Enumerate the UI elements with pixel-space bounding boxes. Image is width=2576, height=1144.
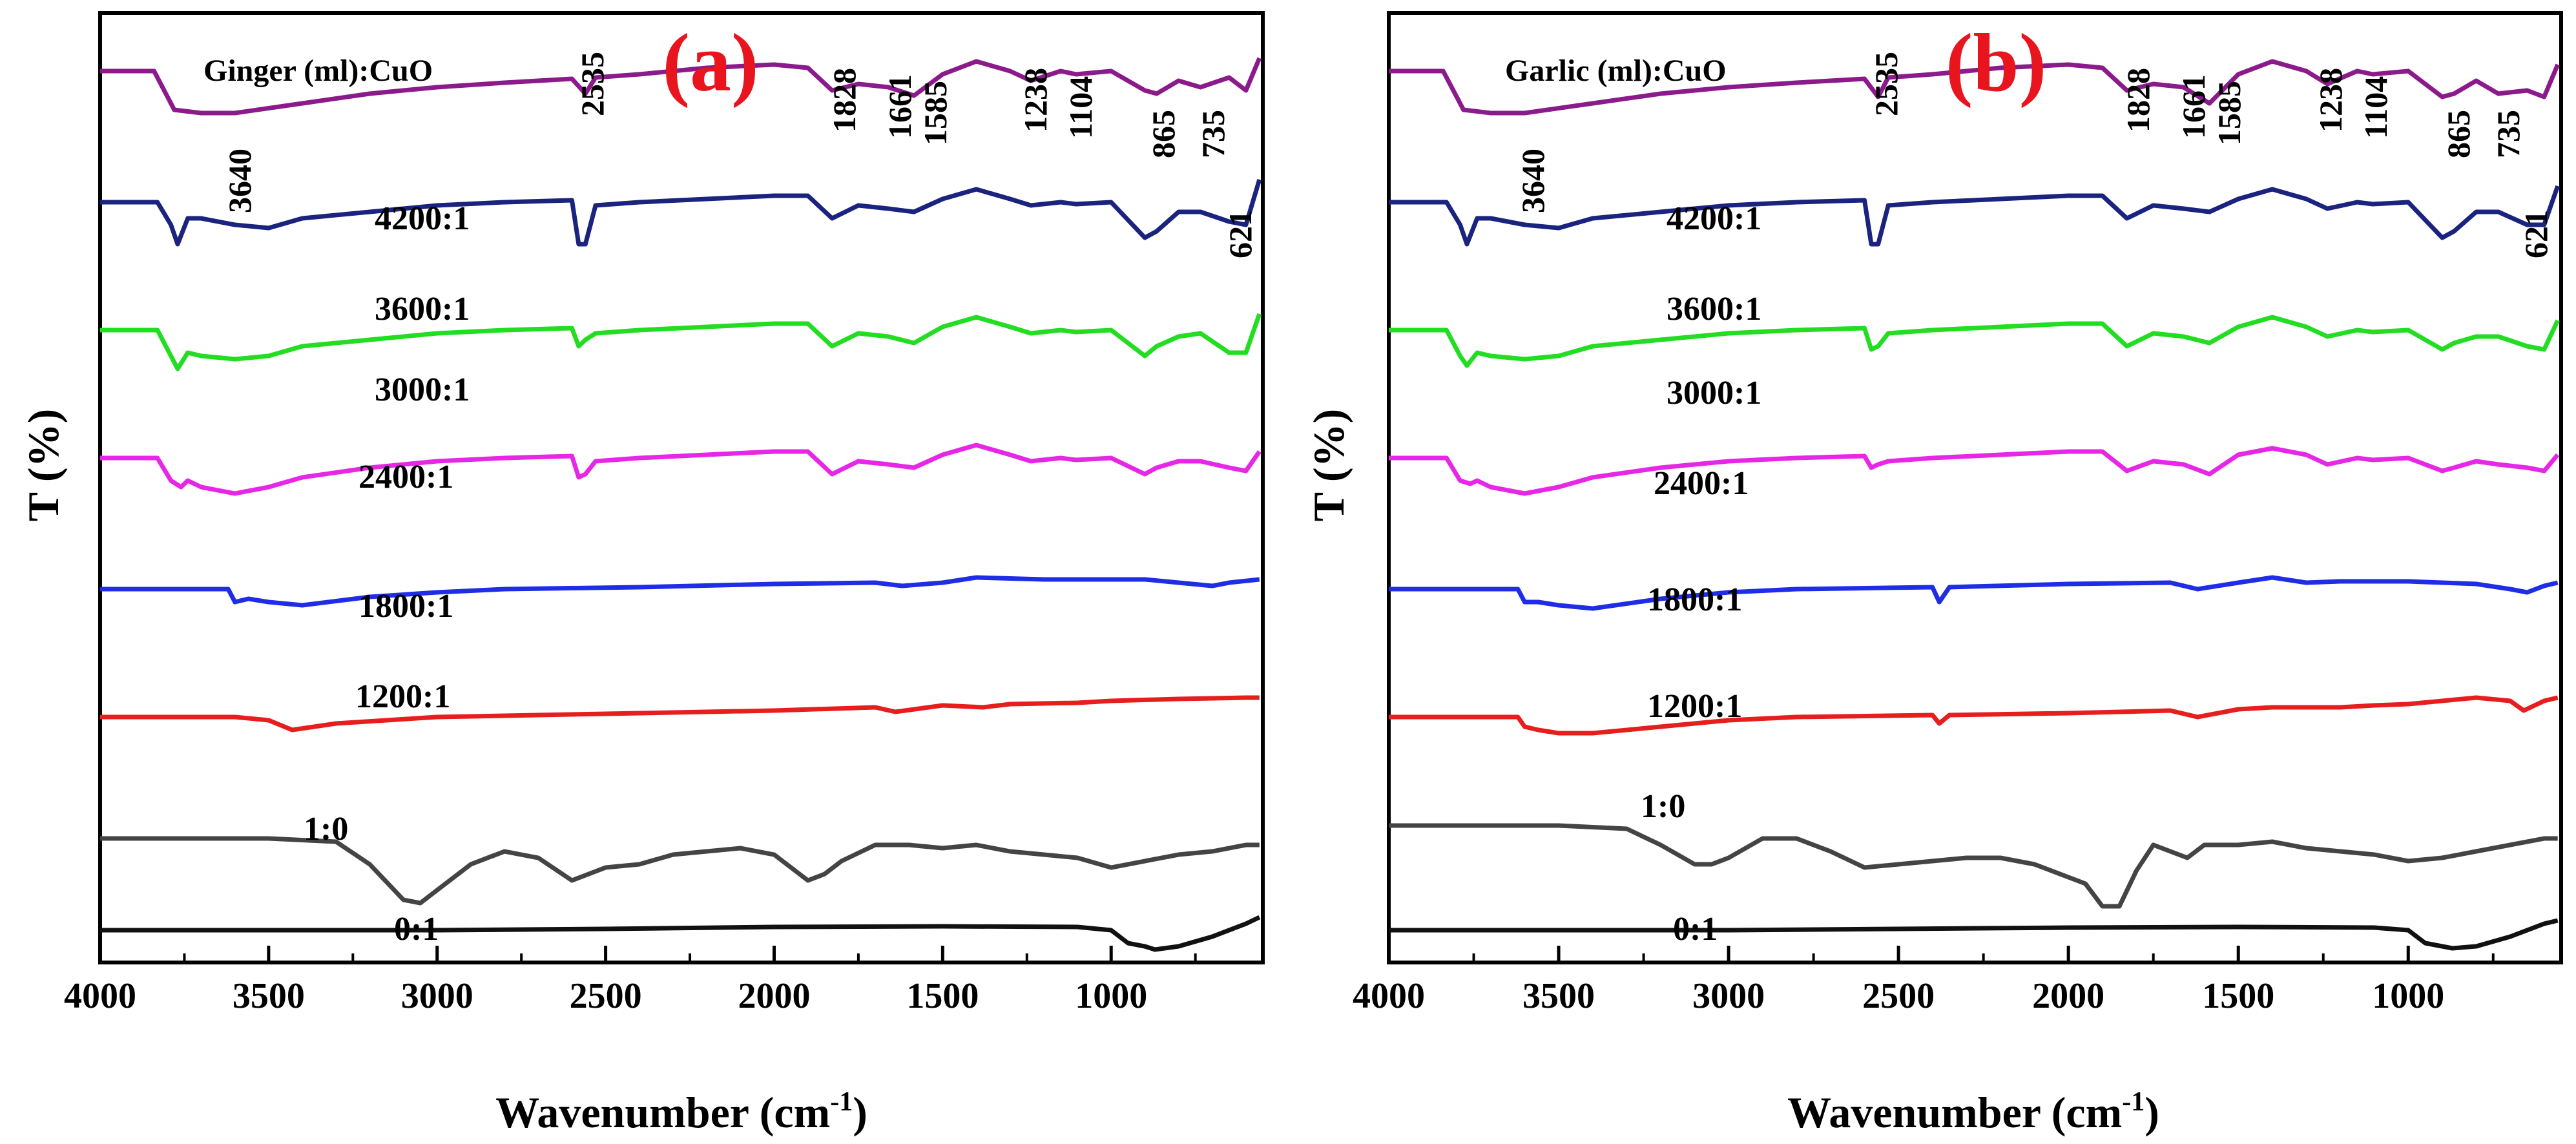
panel-b-series-label-2400: 2400:1 (1654, 465, 1749, 502)
panel-b-y-axis-title: T (%) (1304, 409, 1353, 521)
panel-a-legend-title: Ginger (ml):CuO (203, 54, 433, 88)
panel-a-series-label-4200: 4200:1 (375, 200, 470, 237)
panel-a-series-label-1800: 1800:1 (358, 588, 453, 625)
panel-b-x-tick-label-3500: 3500 (1522, 976, 1595, 1016)
panel-a-peak-label-735: 735 (1195, 110, 1231, 158)
panel-b-series-1-0 (1389, 823, 2558, 909)
panel-a-series-label-3000: 3000:1 (375, 371, 470, 408)
panel-b-peak-label-1238: 1238 (2312, 68, 2349, 132)
panel-a-peak-label-621: 621 (1222, 210, 1258, 258)
panel-b-x-tick-label-2500: 2500 (1862, 976, 1935, 1016)
panel-b-peak-label-3640: 3640 (1515, 149, 1551, 213)
panel-b-series-3000-1 (1389, 315, 2560, 368)
panel-b-peak-label-621: 621 (2518, 210, 2554, 258)
panel-a-x-ticks: 4000 3500 3000 2500 2000 1500 1000 (64, 946, 1197, 1016)
panel-b-frame (1387, 11, 2563, 964)
panel-b-series-layer (1389, 59, 2560, 951)
panel-a-series-3000-1 (100, 313, 1262, 371)
panel-b-x-axis-title: Wavenumber (cm-1) (1787, 1087, 2159, 1137)
panel-a-peak-label-1585: 1585 (917, 81, 953, 145)
panel-b-legend-title: Garlic (ml):CuO (1505, 54, 1727, 88)
panel-a-series-label-1-0: 1:0 (304, 811, 348, 848)
panel-a-x-axis-title-main: Wavenumber (cm (495, 1088, 830, 1137)
panel-b-x-axis-title-main: Wavenumber (cm (1787, 1088, 2122, 1137)
panel-a-peak-label-3640: 3640 (222, 149, 258, 213)
panel-b-series-label-0-1: 0:1 (1673, 911, 1718, 948)
panel-a-series-1800-1 (100, 575, 1260, 608)
panel-b-x-tick-label-3000: 3000 (1692, 976, 1765, 1016)
panel-a-y-axis-title: T (%) (19, 409, 68, 521)
panel-a-series-2400-1 (100, 442, 1262, 496)
panel-a-x-tick-label-1000: 1000 (1075, 976, 1147, 1016)
panel-a-series-4200-1 (100, 57, 1262, 116)
panel-a-x-axis-title-sup: -1 (830, 1087, 853, 1117)
panel-b-series-label-1800: 1800:1 (1647, 581, 1742, 618)
panel-b-series-label-3600: 3600:1 (1667, 291, 1761, 328)
panel-b-series-label-1-0: 1:0 (1641, 788, 1685, 825)
panel-a-series-1-0 (100, 836, 1260, 906)
panel-b-series-3600-1 (1389, 185, 2560, 247)
panel-b-peak-label-1828: 1828 (2120, 68, 2156, 132)
panel-a-series-1200-1 (100, 695, 1260, 733)
panel-b-x-tick-label-4000: 4000 (1353, 976, 1425, 1016)
panel-a-x-tick-label-3000: 3000 (401, 976, 473, 1016)
panel-a-x-axis-title-close: ) (853, 1088, 867, 1137)
panel-b-x-axis-title-sup: -1 (2122, 1087, 2145, 1117)
panel-a-x-axis-title: Wavenumber (cm-1) (495, 1087, 867, 1137)
panel-b-x-tick-label-1000: 1000 (2372, 976, 2444, 1016)
panel-b-x-ticks: 4000 3500 3000 2500 2000 1500 1000 (1353, 946, 2495, 1016)
panel-b-series-1800-1 (1389, 575, 2559, 611)
panel-b-series-label-4200: 4200:1 (1667, 200, 1761, 237)
panel-a-series-label-3600: 3600:1 (375, 291, 470, 328)
panel-a-x-tick-label-2000: 2000 (738, 976, 810, 1016)
panel-a-letter: (a) (662, 17, 758, 109)
panel-b-peak-label-735: 735 (2490, 110, 2526, 158)
panel-b-peak-label-865: 865 (2440, 110, 2477, 158)
panel-a-series-layer (100, 57, 1262, 952)
panel-a-series-label-1200: 1200:1 (355, 678, 450, 715)
panel-b-series-1200-1 (1389, 695, 2559, 736)
panel-a-series-0-1 (100, 915, 1261, 952)
panel-a-x-tick-label-4000: 4000 (64, 976, 136, 1016)
panel-a-series-3600-1 (100, 178, 1262, 247)
panel-a-x-tick-label-2500: 2500 (570, 976, 642, 1016)
panel-b-x-tick-label-1500: 1500 (2202, 976, 2274, 1016)
panel-b-x-axis-title-close: ) (2145, 1088, 2159, 1137)
panel-b-peak-label-2535: 2535 (1868, 52, 1904, 116)
panel-b-peak-label-1104: 1104 (2358, 76, 2394, 139)
panel-b-letter: (b) (1946, 17, 2046, 109)
panel-a-peak-label-1661: 1661 (882, 74, 918, 139)
panel-b-x-tick-label-2000: 2000 (2032, 976, 2104, 1016)
panel-a-series-label-0-1: 0:1 (394, 911, 439, 948)
panel-a-peak-label-2535: 2535 (574, 52, 610, 116)
panel-b-peak-label-1661: 1661 (2176, 74, 2212, 139)
panel-b-series-4200-1 (1389, 59, 2560, 116)
panel-b-series-2400-1 (1389, 446, 2560, 496)
panel-a: 4000 3500 3000 2500 2000 1500 1000 (a) Ginger … (19, 11, 1265, 1137)
panel-a-peak-label-1104: 1104 (1063, 76, 1099, 139)
panel-b: 4000 3500 3000 2500 2000 1500 1000 (b) Garlic … (1304, 11, 2563, 1137)
panel-b-peak-label-1585: 1585 (2211, 81, 2247, 145)
panel-b-series-label-3000: 3000:1 (1667, 375, 1761, 411)
panel-a-frame (98, 11, 1265, 964)
panel-b-series-label-1200: 1200:1 (1647, 688, 1742, 725)
panel-b-series-0-1 (1389, 918, 2559, 951)
panel-a-x-tick-label-3500: 3500 (233, 976, 305, 1016)
panel-a-peak-label-865: 865 (1145, 110, 1181, 158)
panel-a-x-tick-label-1500: 1500 (906, 976, 979, 1016)
panel-a-series-label-2400: 2400:1 (358, 459, 453, 495)
panel-a-peak-label-1238: 1238 (1017, 68, 1054, 132)
panel-a-peak-label-1828: 1828 (826, 68, 862, 132)
